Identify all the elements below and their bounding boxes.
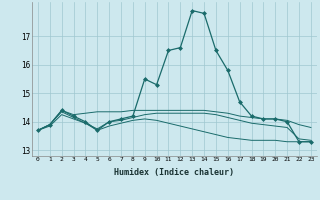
X-axis label: Humidex (Indice chaleur): Humidex (Indice chaleur) — [115, 168, 234, 177]
